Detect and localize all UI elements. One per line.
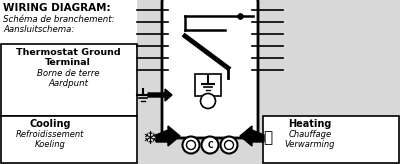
Circle shape xyxy=(220,136,238,154)
Polygon shape xyxy=(240,126,264,146)
Text: Refroidissement: Refroidissement xyxy=(16,130,84,139)
Text: 🕯: 🕯 xyxy=(264,130,272,145)
Text: Terminal: Terminal xyxy=(45,58,91,67)
FancyBboxPatch shape xyxy=(0,0,137,44)
Text: Cooling: Cooling xyxy=(29,119,71,129)
Text: C: C xyxy=(207,141,213,150)
Text: Heating: Heating xyxy=(288,119,332,129)
Text: Thermostat Ground: Thermostat Ground xyxy=(16,48,120,57)
Text: ❄: ❄ xyxy=(142,130,158,148)
Circle shape xyxy=(182,136,200,154)
Polygon shape xyxy=(148,89,172,101)
FancyBboxPatch shape xyxy=(263,116,399,163)
Text: Aansluitschema:: Aansluitschema: xyxy=(3,25,74,34)
Text: WIRING DIAGRAM:: WIRING DIAGRAM: xyxy=(3,3,111,13)
Circle shape xyxy=(200,93,216,109)
Circle shape xyxy=(224,141,234,150)
Text: Chauffage: Chauffage xyxy=(288,130,332,139)
Polygon shape xyxy=(156,126,180,146)
FancyBboxPatch shape xyxy=(195,74,221,96)
Text: Aardpunt: Aardpunt xyxy=(48,79,88,88)
Circle shape xyxy=(186,141,196,150)
Text: Schéma de branchement:: Schéma de branchement: xyxy=(3,15,114,24)
Text: Verwarming: Verwarming xyxy=(285,140,335,149)
Text: Koeling: Koeling xyxy=(34,140,66,149)
Circle shape xyxy=(202,136,218,154)
FancyBboxPatch shape xyxy=(1,44,137,116)
FancyBboxPatch shape xyxy=(1,116,137,163)
FancyBboxPatch shape xyxy=(162,0,258,138)
Text: Borne de terre: Borne de terre xyxy=(37,69,99,78)
